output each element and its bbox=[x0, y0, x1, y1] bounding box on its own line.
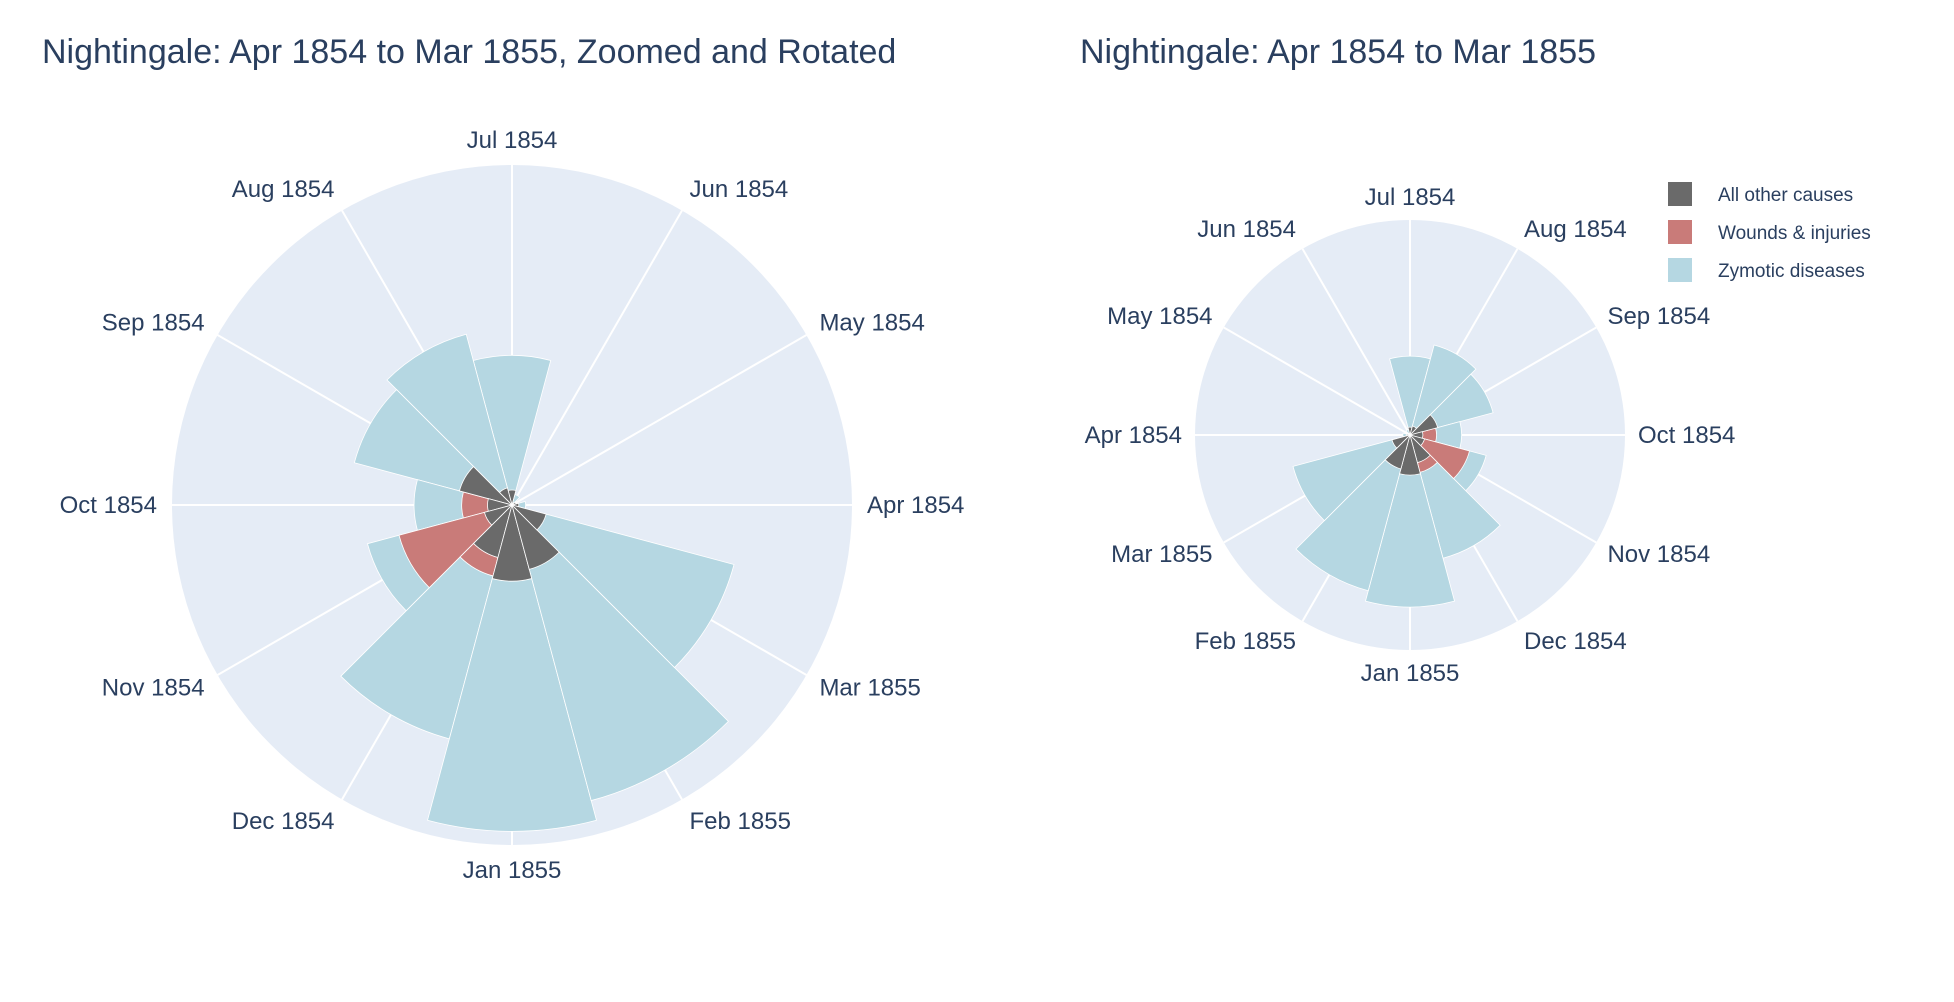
tick-label-oct-1854: Oct 1854 bbox=[1638, 422, 1735, 449]
tick-label-aug-1854: Aug 1854 bbox=[1524, 216, 1627, 243]
tick-label-aug-1854: Aug 1854 bbox=[232, 176, 335, 203]
legend-swatch-all-other-causes bbox=[1668, 182, 1692, 206]
tick-label-mar-1855: Mar 1855 bbox=[819, 675, 920, 702]
bar-zymotic-diseases-feb-1855 bbox=[1295, 433, 1411, 592]
bar-zymotic-diseases-mar-1855 bbox=[510, 504, 735, 669]
legend-label-zymotic-diseases: Zymotic diseases bbox=[1718, 261, 1865, 282]
legend-item-wounds-injuries[interactable]: Wounds & injuries bbox=[1668, 220, 1871, 244]
bar-all-other-causes-mar-1855 bbox=[510, 504, 547, 531]
angular-grid-line bbox=[511, 210, 683, 506]
tick-label-sep-1854: Sep 1854 bbox=[1607, 303, 1710, 330]
chart-title-standard: Nightingale: Apr 1854 to Mar 1855 bbox=[1080, 33, 1596, 71]
tick-label-apr-1854: Apr 1854 bbox=[1085, 422, 1182, 449]
angular-grid-line bbox=[1301, 248, 1411, 436]
legend-swatch-wounds-injuries bbox=[1668, 220, 1692, 244]
tick-label-may-1854: May 1854 bbox=[1107, 303, 1212, 330]
polar-chart-zoomed-rotated[interactable]: Apr 1854 May 1854 Jun 1854 Jul 1854 Aug 1854… bbox=[60, 127, 965, 884]
tick-label-jul-1854: Jul 1854 bbox=[467, 127, 558, 154]
tick-label-dec-1854: Dec 1854 bbox=[232, 808, 335, 835]
bar-wounds-injuries-nov-1854 bbox=[1408, 434, 1471, 480]
tick-label-jan-1855: Jan 1855 bbox=[463, 857, 562, 884]
polar-chart-standard[interactable]: Apr 1854 May 1854 Jun 1854 Jul 1854 Aug 1854… bbox=[1085, 184, 1736, 687]
legend-label-all-other-causes: All other causes bbox=[1718, 185, 1853, 206]
bar-zymotic-diseases-aug-1854 bbox=[386, 333, 513, 507]
legend-item-zymotic-diseases[interactable]: Zymotic diseases bbox=[1668, 258, 1865, 282]
legend-item-all-other-causes[interactable]: All other causes bbox=[1668, 182, 1853, 206]
legend: All other causes Wounds & injuries Zymot… bbox=[1668, 182, 1871, 282]
tick-label-feb-1855: Feb 1855 bbox=[690, 808, 791, 835]
angular-grid-line bbox=[511, 334, 807, 506]
bar-all-other-causes-jan-1855 bbox=[1399, 433, 1421, 476]
tick-label-jul-1854: Jul 1854 bbox=[1365, 184, 1456, 211]
angular-grid-line bbox=[1223, 326, 1411, 436]
bar-zymotic-diseases-aug-1854 bbox=[1409, 344, 1477, 437]
series-all-other-causes bbox=[1384, 414, 1439, 476]
tick-label-dec-1854: Dec 1854 bbox=[1524, 628, 1627, 655]
tick-label-mar-1855: Mar 1855 bbox=[1111, 541, 1212, 568]
tick-label-apr-1854: Apr 1854 bbox=[867, 492, 964, 519]
tick-label-may-1854: May 1854 bbox=[819, 310, 924, 337]
legend-label-wounds-injuries: Wounds & injuries bbox=[1718, 223, 1871, 244]
tick-label-jun-1854: Jun 1854 bbox=[690, 176, 789, 203]
tick-label-jun-1854: Jun 1854 bbox=[1197, 216, 1296, 243]
series-all-other-causes bbox=[458, 465, 560, 582]
legend-swatch-zymotic-diseases bbox=[1668, 258, 1692, 282]
chart-title-zoomed: Nightingale: Apr 1854 to Mar 1855, Zoome… bbox=[42, 33, 896, 71]
bar-zymotic-diseases-feb-1855 bbox=[511, 503, 729, 802]
bar-all-other-causes-sep-1854 bbox=[458, 465, 514, 506]
bar-all-other-causes-jan-1855 bbox=[491, 503, 533, 582]
bar-zymotic-diseases-jan-1855 bbox=[427, 503, 597, 832]
bar-zymotic-diseases-mar-1855 bbox=[1292, 434, 1412, 522]
tick-label-nov-1854: Nov 1854 bbox=[102, 675, 205, 702]
tick-label-sep-1854: Sep 1854 bbox=[102, 310, 205, 337]
bar-all-other-causes-mar-1855 bbox=[1391, 434, 1412, 449]
tick-label-jan-1855: Jan 1855 bbox=[1361, 660, 1460, 687]
bar-all-other-causes-sep-1854 bbox=[1408, 414, 1439, 436]
bar-zymotic-diseases-jan-1855 bbox=[1364, 433, 1456, 608]
tick-label-nov-1854: Nov 1854 bbox=[1607, 541, 1710, 568]
bar-wounds-injuries-nov-1854 bbox=[398, 504, 514, 589]
bar-all-other-causes-feb-1855 bbox=[511, 503, 560, 570]
bar-all-other-causes-feb-1855 bbox=[1384, 433, 1411, 470]
tick-label-oct-1854: Oct 1854 bbox=[60, 492, 157, 519]
tick-label-feb-1855: Feb 1855 bbox=[1195, 628, 1296, 655]
